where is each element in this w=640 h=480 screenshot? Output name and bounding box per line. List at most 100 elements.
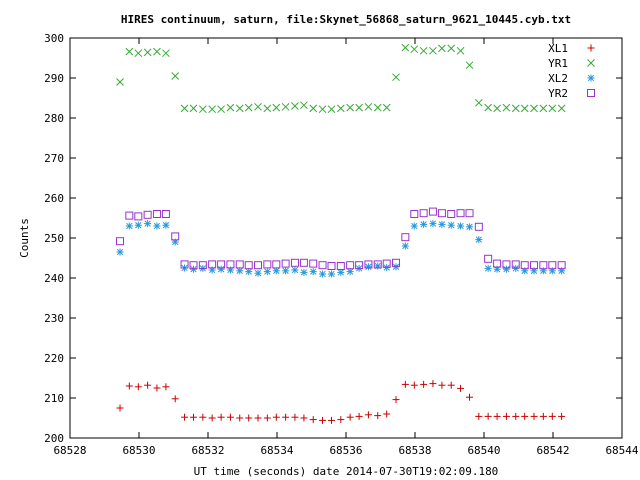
data-point-yr1: [116, 78, 124, 86]
legend-label: YR1: [548, 57, 568, 70]
legend: XL1 YR1 XL2 YR2: [548, 42, 595, 100]
legend-label: YR2: [548, 87, 568, 100]
data-point-yr1: [530, 104, 538, 113]
x-axis: 68528 68530 68532 68534 68536 68538 68540 68542…: [53, 38, 639, 457]
data-point-yr1: [198, 105, 207, 114]
data-point-yr1: [548, 104, 557, 113]
x-tick-label: 68532: [191, 444, 224, 457]
data-point-xl2: [153, 222, 161, 230]
data-point-xl2: [429, 220, 437, 228]
data-point-xl1: [429, 380, 437, 388]
data-point-yr1: [465, 61, 474, 70]
data-point-yr1: [456, 46, 465, 55]
data-point-yr2: [143, 210, 152, 219]
legend-marker-xl2: [587, 74, 595, 82]
data-point-yr2: [171, 232, 180, 241]
data-point-yr1: [364, 102, 373, 111]
y-axis: 200 210 220 230 240 250 260 270 280 290 300: [44, 32, 622, 445]
data-point-yr2: [134, 212, 143, 221]
data-point-yr2: [410, 210, 419, 218]
data-point-xl2: [282, 267, 290, 275]
data-point-yr1: [557, 104, 566, 113]
data-point-yr2: [263, 260, 272, 269]
data-point-xl1: [300, 414, 308, 422]
data-point-yr1: [484, 103, 492, 112]
data-point-xl1: [134, 383, 142, 391]
data-point-yr1: [539, 104, 548, 113]
data-point-yr1: [300, 101, 308, 110]
x-tick-label: 68538: [398, 444, 431, 457]
data-point-xl1: [438, 381, 446, 389]
data-point-xl1: [309, 416, 317, 424]
data-point-xl1: [171, 395, 179, 403]
data-point-yr2: [419, 209, 428, 218]
data-point-yr2: [290, 258, 299, 267]
data-point-yr1: [153, 47, 161, 56]
data-point-yr2: [557, 261, 566, 270]
data-point-yr2: [428, 207, 437, 216]
data-point-xl1: [548, 412, 556, 420]
x-tick-label: 68544: [605, 444, 638, 457]
y-tick-label: 270: [44, 152, 64, 165]
data-point-yr2: [382, 259, 391, 268]
data-point-yr1: [401, 43, 410, 52]
data-point-xl1: [447, 381, 455, 389]
data-point-xl2: [134, 221, 142, 229]
data-point-yr2: [465, 209, 474, 218]
data-point-xl2: [328, 270, 336, 278]
data-point-xl2: [245, 268, 253, 276]
data-point-xl2: [272, 267, 280, 275]
y-tick-label: 250: [44, 232, 64, 245]
legend-label: XL1: [548, 42, 568, 55]
y-axis-label: Counts: [18, 218, 31, 258]
data-point-yr1: [346, 103, 354, 112]
chart-title: HIRES continuum, saturn, file:Skynet_568…: [121, 13, 571, 26]
data-point-xl2: [309, 268, 317, 276]
data-point-xl1: [539, 412, 547, 420]
data-point-xl1: [420, 380, 428, 388]
data-point-xl1: [558, 412, 566, 420]
data-point-yr1: [263, 104, 272, 113]
data-point-xl1: [319, 416, 327, 424]
data-point-yr2: [336, 262, 345, 270]
y-tick-label: 200: [44, 432, 64, 445]
legend-marker-yr1: [587, 59, 595, 67]
x-tick-label: 68530: [122, 444, 155, 457]
data-point-xl2: [236, 267, 244, 275]
data-point-xl1: [530, 412, 538, 420]
data-point-xl2: [484, 264, 492, 272]
data-point-xl1: [346, 413, 354, 421]
data-point-yr2: [198, 261, 207, 270]
data-point-xl2: [144, 220, 152, 228]
data-point-yr2: [299, 258, 308, 267]
data-point-xl2: [475, 236, 483, 244]
data-point-yr2: [116, 237, 125, 246]
y-tick-label: 290: [44, 72, 64, 85]
data-point-xl2: [438, 220, 446, 228]
data-point-xl1: [236, 414, 244, 422]
data-point-xl2: [401, 242, 409, 250]
data-point-xl2: [337, 268, 345, 276]
data-point-xl1: [217, 413, 225, 421]
data-point-yr2: [318, 261, 327, 270]
data-point-xl2: [502, 265, 510, 273]
data-point-xl1: [144, 381, 152, 389]
data-point-yr1: [327, 105, 336, 114]
data-point-xl1: [410, 381, 418, 389]
data-point-yr2: [511, 260, 520, 269]
data-point-yr2: [474, 222, 483, 231]
y-tick-label: 240: [44, 272, 64, 285]
data-point-yr1: [189, 104, 198, 113]
x-tick-label: 68536: [329, 444, 362, 457]
legend-label: XL2: [548, 72, 568, 85]
data-point-yr1: [226, 103, 235, 112]
data-point-xl1: [199, 413, 207, 421]
data-point-xl1: [466, 393, 474, 401]
data-point-yr1: [502, 103, 511, 112]
data-point-xl2: [125, 222, 133, 230]
data-point-yr2: [226, 260, 235, 269]
data-point-xl2: [263, 268, 271, 276]
data-point-yr1: [520, 104, 529, 113]
data-point-yr2: [327, 262, 336, 270]
data-point-xl2: [374, 262, 382, 270]
